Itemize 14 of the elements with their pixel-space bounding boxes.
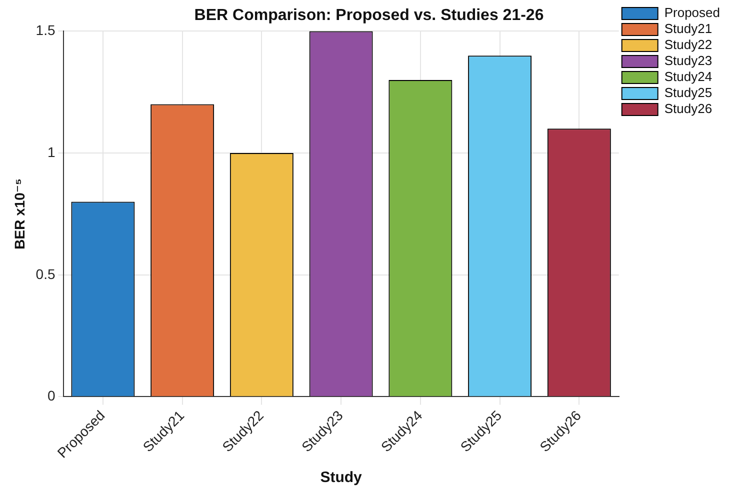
legend-label: Study25 (664, 85, 712, 100)
legend-label: Study22 (664, 37, 712, 52)
legend-label: Study23 (664, 53, 712, 68)
y-tick-label: 0.5 (36, 266, 56, 282)
legend-label: Proposed (664, 5, 720, 20)
y-tick-label: 1.5 (36, 22, 56, 38)
legend-label: Study24 (664, 69, 712, 84)
x-axis-title: Study (320, 469, 363, 486)
y-tick-label: 0 (47, 388, 56, 404)
legend-label: Study21 (664, 21, 712, 36)
chart-title: BER Comparison: Proposed vs. Studies 21-26 (194, 7, 544, 24)
y-tick-label: 1 (47, 144, 56, 160)
y-axis-title: BER x10⁻⁵ (11, 178, 28, 250)
legend-label: Study26 (664, 101, 712, 116)
